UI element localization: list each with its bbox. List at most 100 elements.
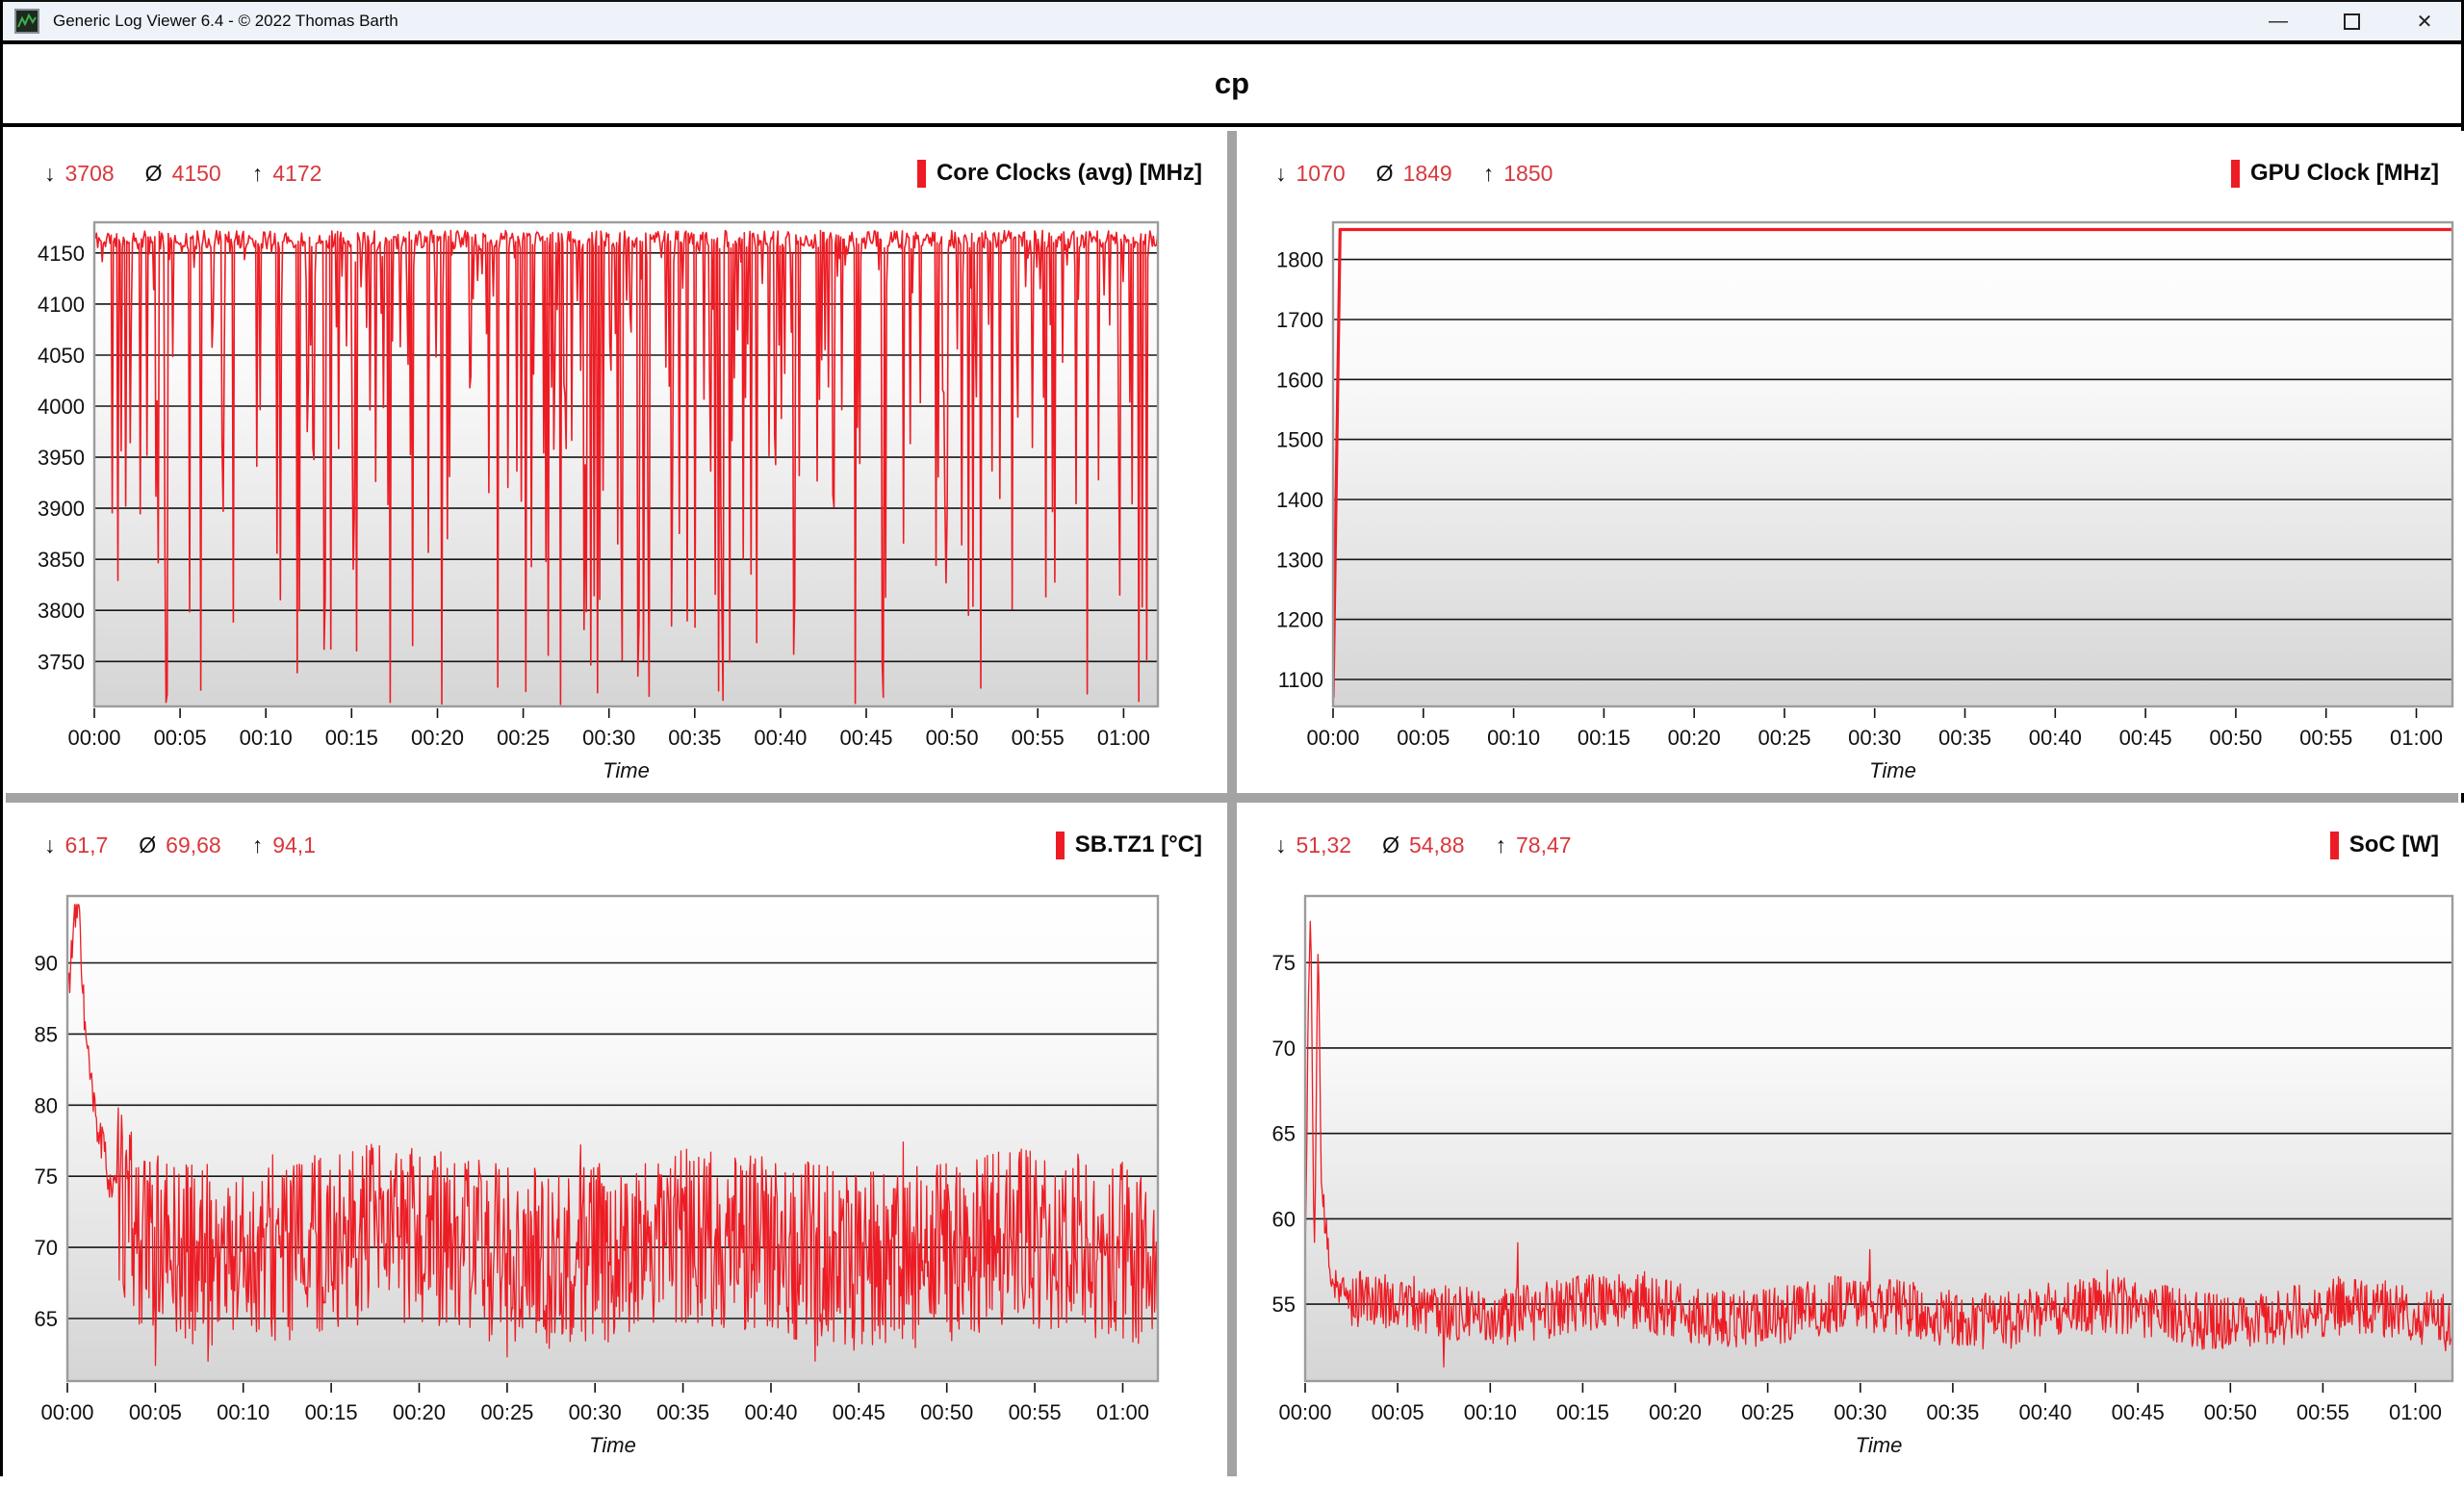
- svg-text:00:35: 00:35: [1926, 1400, 1979, 1424]
- svg-text:00:20: 00:20: [1668, 726, 1721, 750]
- legend: SB.TZ1 [°C]: [1056, 832, 1202, 859]
- svg-text:00:15: 00:15: [325, 726, 378, 750]
- svg-text:90: 90: [35, 952, 58, 976]
- svg-text:00:40: 00:40: [754, 726, 807, 750]
- avg-stat: Ø69,68: [139, 832, 220, 858]
- min-arrow-icon: ↓: [1275, 832, 1287, 858]
- close-icon: ✕: [2417, 10, 2433, 34]
- svg-text:00:45: 00:45: [2112, 1400, 2165, 1424]
- charts-grid: ↓ 3708 Ø 4150 ↑ 4172 Core Clocks (avg) [MHz…: [6, 131, 2458, 1476]
- chart-plot[interactable]: 41504100405040003950390038503800375000:0…: [6, 131, 1227, 793]
- page-header: cp: [3, 44, 2461, 127]
- avg-value: 4150: [172, 161, 221, 187]
- window-controls: — ✕: [2242, 2, 2461, 40]
- max-value: 78,47: [1516, 832, 1572, 858]
- legend: GPU Clock [MHz]: [2231, 160, 2439, 188]
- chart-panel-gpu-clock: ↓1070 Ø1849 ↑1850 GPU Clock [MHz] 180017…: [1237, 131, 2464, 793]
- svg-text:01:00: 01:00: [1097, 726, 1150, 750]
- svg-text:1700: 1700: [1276, 308, 1323, 332]
- avg-symbol-icon: Ø: [145, 161, 163, 187]
- stats-row: ↓1070 Ø1849 ↑1850: [1275, 161, 1553, 187]
- svg-text:00:40: 00:40: [2018, 1400, 2071, 1424]
- max-stat: ↑1850: [1483, 161, 1553, 187]
- svg-text:00:30: 00:30: [569, 1400, 622, 1424]
- svg-text:1400: 1400: [1276, 488, 1323, 512]
- avg-symbol-icon: Ø: [1382, 832, 1399, 858]
- svg-text:80: 80: [35, 1093, 58, 1117]
- avg-stat: Ø1849: [1376, 161, 1452, 187]
- max-arrow-icon: ↑: [1496, 832, 1507, 858]
- svg-text:00:10: 00:10: [1464, 1400, 1517, 1424]
- svg-text:01:00: 01:00: [2389, 1400, 2442, 1424]
- chart-plot[interactable]: 757065605500:0000:0500:1000:1500:2000:25…: [1237, 803, 2464, 1480]
- svg-text:4150: 4150: [38, 242, 85, 266]
- legend: Core Clocks (avg) [MHz]: [917, 160, 1202, 188]
- close-button[interactable]: ✕: [2388, 2, 2461, 40]
- min-stat: ↓1070: [1275, 161, 1346, 187]
- svg-text:3800: 3800: [38, 599, 85, 623]
- legend-label: Core Clocks (avg) [MHz]: [937, 160, 1202, 187]
- svg-text:65: 65: [35, 1307, 58, 1331]
- min-value: 61,7: [65, 832, 109, 858]
- svg-text:00:30: 00:30: [1834, 1400, 1886, 1424]
- svg-text:00:45: 00:45: [2119, 726, 2172, 750]
- svg-text:70: 70: [35, 1236, 58, 1260]
- max-stat: ↑ 78,47: [1496, 832, 1572, 858]
- legend-label: SB.TZ1 [°C]: [1075, 832, 1202, 858]
- svg-text:00:25: 00:25: [480, 1400, 533, 1424]
- minimize-button[interactable]: —: [2242, 2, 2315, 40]
- min-stat: ↓ 51,32: [1275, 832, 1351, 858]
- max-value: 4172: [272, 161, 321, 187]
- svg-text:00:35: 00:35: [668, 726, 721, 750]
- title-bar: Generic Log Viewer 6.4 - © 2022 Thomas B…: [3, 0, 2461, 44]
- svg-text:3950: 3950: [38, 446, 85, 470]
- maximize-icon: [2344, 13, 2360, 30]
- svg-text:60: 60: [1272, 1207, 1296, 1231]
- svg-text:00:35: 00:35: [1938, 726, 1991, 750]
- svg-text:Time: Time: [1869, 758, 1916, 782]
- max-arrow-icon: ↑: [252, 161, 264, 187]
- svg-text:00:55: 00:55: [2299, 726, 2352, 750]
- min-value: 3708: [65, 161, 115, 187]
- chart-panel-soc: ↓51,32 Ø54,88 ↑78,47 SoC [W] 75706560550…: [1237, 803, 2464, 1480]
- svg-text:00:20: 00:20: [1649, 1400, 1702, 1424]
- min-arrow-icon: ↓: [44, 832, 56, 858]
- svg-text:00:00: 00:00: [1306, 726, 1359, 750]
- svg-text:4100: 4100: [38, 293, 85, 317]
- svg-text:1800: 1800: [1276, 248, 1323, 272]
- svg-text:00:40: 00:40: [744, 1400, 797, 1424]
- svg-text:01:00: 01:00: [1096, 1400, 1149, 1424]
- svg-text:00:25: 00:25: [497, 726, 550, 750]
- legend: SoC [W]: [2330, 832, 2439, 859]
- svg-text:1100: 1100: [1278, 668, 1323, 692]
- svg-text:00:30: 00:30: [1848, 726, 1901, 750]
- svg-text:00:30: 00:30: [582, 726, 635, 750]
- svg-text:00:05: 00:05: [154, 726, 207, 750]
- stats-row: ↓51,32 Ø54,88 ↑78,47: [1275, 832, 1572, 858]
- svg-text:00:10: 00:10: [1487, 726, 1540, 750]
- chart-plot[interactable]: 90858075706500:0000:0500:1000:1500:2000:…: [6, 803, 1227, 1480]
- min-value: 51,32: [1296, 832, 1352, 858]
- min-arrow-icon: ↓: [1275, 161, 1287, 187]
- legend-color-bar: [2231, 160, 2240, 188]
- svg-text:00:50: 00:50: [2204, 1400, 2257, 1424]
- chart-panel-sb-tz1: ↓61,7 Ø69,68 ↑94,1 SB.TZ1 [°C] 908580757…: [6, 803, 1227, 1480]
- svg-text:75: 75: [35, 1165, 58, 1189]
- svg-text:00:20: 00:20: [393, 1400, 446, 1424]
- svg-text:1500: 1500: [1276, 428, 1323, 452]
- svg-text:00:00: 00:00: [1278, 1400, 1331, 1424]
- svg-text:00:45: 00:45: [833, 1400, 886, 1424]
- legend-label: SoC [W]: [2349, 832, 2439, 858]
- svg-text:1600: 1600: [1276, 368, 1323, 392]
- svg-text:3850: 3850: [38, 548, 85, 572]
- svg-text:00:55: 00:55: [1009, 1400, 1062, 1424]
- avg-stat: Ø 4150: [145, 161, 221, 187]
- maximize-button[interactable]: [2315, 2, 2388, 40]
- svg-text:Time: Time: [589, 1433, 636, 1457]
- stats-row: ↓61,7 Ø69,68 ↑94,1: [44, 832, 316, 858]
- svg-text:00:05: 00:05: [1397, 726, 1450, 750]
- panel-header: ↓61,7 Ø69,68 ↑94,1 SB.TZ1 [°C]: [44, 828, 1202, 862]
- legend-label: GPU Clock [MHz]: [2250, 160, 2439, 187]
- legend-color-bar: [1056, 832, 1065, 859]
- chart-plot[interactable]: 1800170016001500140013001200110000:0000:…: [1237, 131, 2464, 793]
